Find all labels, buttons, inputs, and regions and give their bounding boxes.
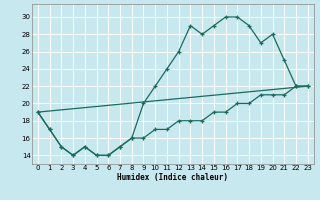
X-axis label: Humidex (Indice chaleur): Humidex (Indice chaleur) xyxy=(117,173,228,182)
